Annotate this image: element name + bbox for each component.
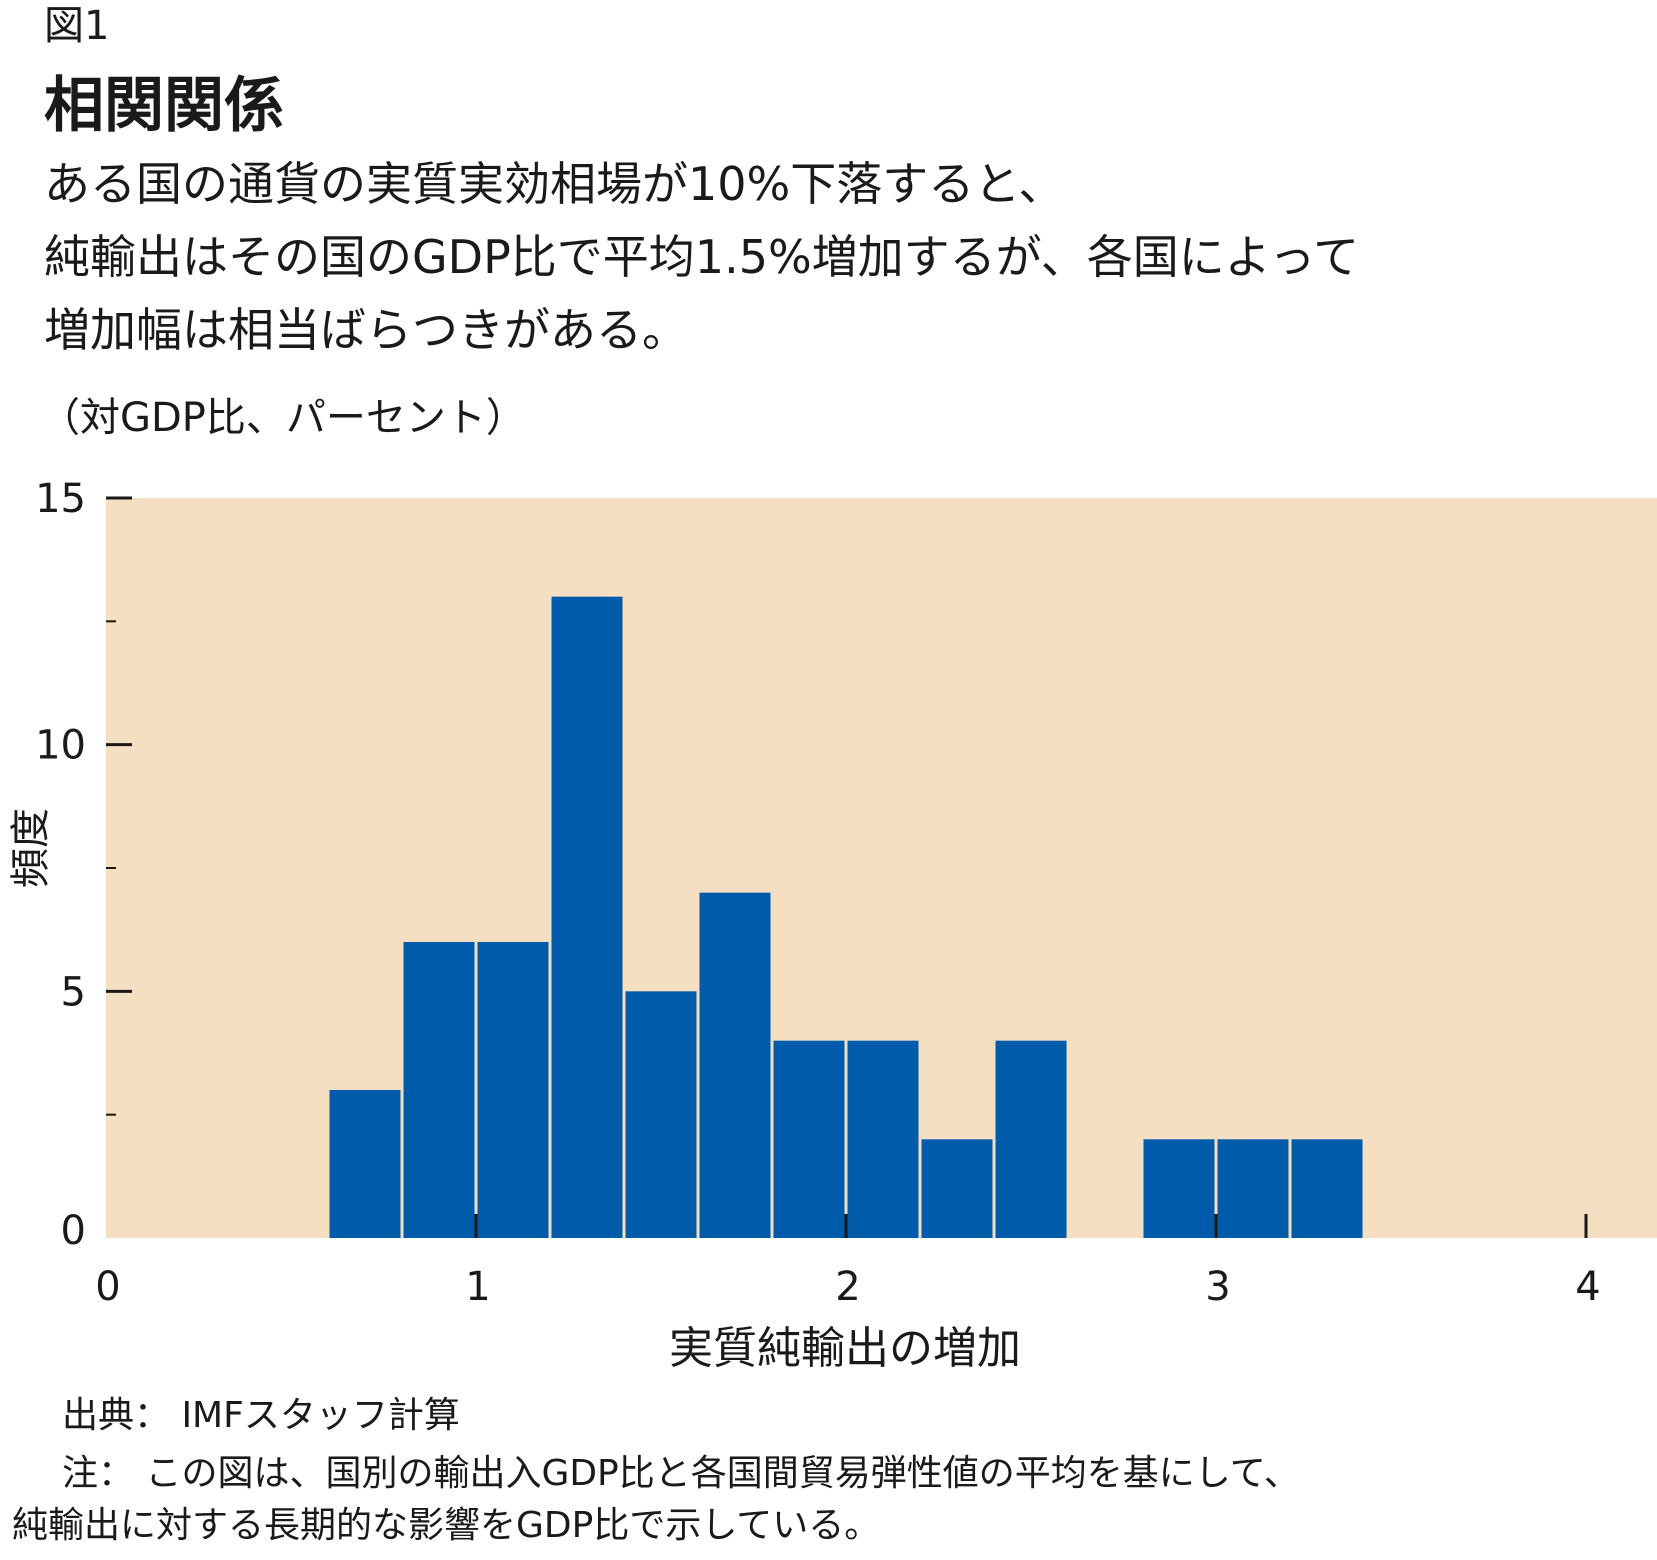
x-tick-label: 2 — [835, 1264, 860, 1310]
histogram-bar-3 — [477, 942, 549, 1238]
histogram-bar-13 — [1291, 1139, 1363, 1238]
histogram-bar-10 — [995, 1040, 1067, 1238]
footnote-line-2: 純輸出に対する長期的な影響をGDP比で示している。 — [12, 1505, 881, 1546]
x-tick-label: 3 — [1205, 1264, 1230, 1310]
chart-title: 相関関係 — [44, 71, 284, 141]
y-axis: 0 5 10 15 — [35, 476, 132, 1254]
bar-group — [329, 596, 1363, 1238]
y-tick-label: 15 — [35, 476, 86, 522]
y-tick-label: 5 — [61, 969, 86, 1015]
subtitle-line-1: ある国の通貨の実質実効相場が10%下落すると、 — [44, 157, 1065, 211]
chart-subtitle: ある国の通貨の実質実効相場が10%下落すると、 純輸出はその国のGDP比で平均1… — [44, 148, 1624, 367]
x-tick-label: 0 — [95, 1264, 120, 1310]
y-tick-label: 10 — [35, 723, 86, 769]
footnote-line-1: 注： この図は、国別の輸出入GDP比と各国間貿易弾性値の平均を基にして、 — [62, 1453, 1300, 1494]
subtitle-line-2: 純輸出はその国のGDP比で平均1.5%増加するが、各国によって — [44, 230, 1360, 284]
source-note: 出典： IMFスタッフ計算 — [62, 1395, 460, 1436]
histogram-bar-9 — [921, 1139, 993, 1238]
histogram-bar-6 — [699, 892, 771, 1238]
histogram-bar-8 — [847, 1040, 919, 1238]
x-axis: 0 1 2 3 4 — [95, 1214, 1601, 1310]
histogram-bar-12 — [1217, 1139, 1289, 1238]
histogram-bar-1 — [329, 1090, 401, 1238]
histogram-bar-5 — [625, 991, 697, 1238]
y-tick-label: 0 — [61, 1208, 86, 1254]
histogram-bar-2 — [403, 942, 475, 1238]
figure-label: 図1 — [44, 3, 110, 49]
x-tick-label: 1 — [465, 1264, 490, 1310]
x-axis-label: 実質純輸出の増加 — [669, 1323, 1021, 1374]
x-tick-label: 4 — [1575, 1264, 1600, 1310]
histogram-bar-4 — [551, 596, 623, 1238]
histogram-bar-11 — [1143, 1139, 1215, 1238]
subtitle-line-3: 増加幅は相当ばらつきがある。 — [44, 303, 688, 357]
histogram-chart: 0 5 10 15 0 1 2 3 4 頻度 実質純輸出の増加 — [8, 476, 1657, 1374]
unit-label: （対GDP比、パーセント） — [40, 395, 526, 441]
y-axis-label: 頻度 — [8, 808, 54, 888]
histogram-bar-7 — [773, 1040, 845, 1238]
